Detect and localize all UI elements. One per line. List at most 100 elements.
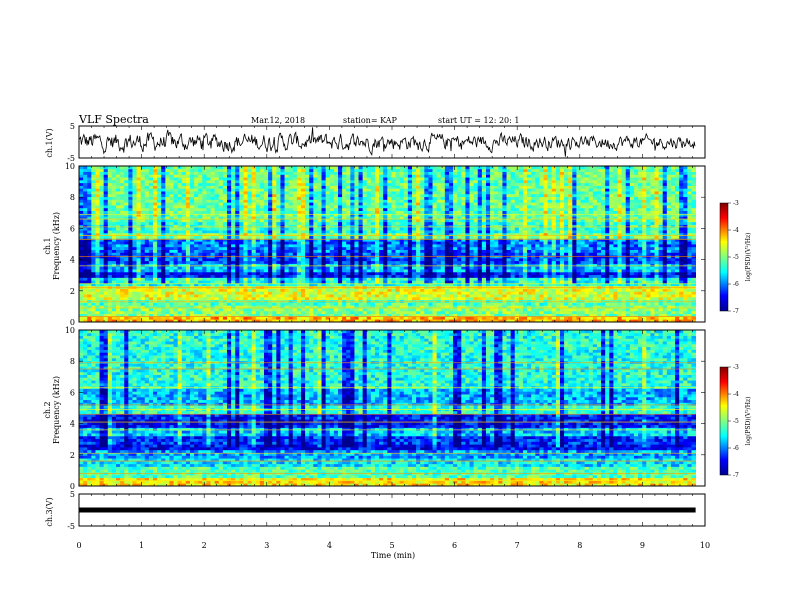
- ch1-spec-cell: [601, 297, 606, 300]
- ch1-spec-cell: [165, 297, 170, 300]
- ch1-spec-cell: [243, 289, 248, 292]
- ch1-spec-cell: [650, 294, 655, 297]
- ch1-spec-cell: [408, 303, 413, 306]
- ch1-spec-cell: [465, 303, 470, 306]
- ch1-spec-cell: [178, 277, 183, 280]
- ch1-spec-cell: [404, 294, 409, 297]
- ch1-spec-cell: [157, 311, 162, 314]
- ch1-spec-cell: [367, 289, 372, 292]
- ch1-spec-cell: [482, 300, 487, 303]
- ch1-spec-cell: [260, 308, 265, 311]
- ch1-spec-cell: [161, 297, 166, 300]
- ch1-spec-cell: [453, 277, 458, 280]
- ch1-spec-cell: [527, 311, 532, 314]
- ch1-spec-cell: [289, 277, 294, 280]
- ch1-spec-cell: [404, 300, 409, 303]
- ch1-spec-cell: [683, 289, 688, 292]
- ch1-spec-cell: [609, 308, 614, 311]
- ch1-spec-cell: [91, 280, 96, 283]
- ch1-spec-cell: [474, 308, 479, 311]
- ch1-spec-cell: [145, 289, 150, 292]
- ch1-spec-cell: [576, 289, 581, 292]
- ch1-spec-cell: [182, 308, 187, 311]
- ch1-spec-cell: [174, 303, 179, 306]
- ch1-spec-cell: [589, 291, 594, 294]
- ch1-spec-cell: [342, 297, 347, 300]
- ch1-spec-cell: [470, 311, 475, 314]
- ch1-spec-cell: [683, 300, 688, 303]
- ch1-spec-cell: [128, 297, 133, 300]
- ch1-spec-cell: [560, 297, 565, 300]
- ch1-spec-cell: [272, 303, 277, 306]
- ch1-spec-cell: [396, 311, 401, 314]
- ch1-spec-cell: [202, 277, 207, 280]
- ch1-spec-cell: [535, 294, 540, 297]
- ch1-spec-cell: [334, 280, 339, 283]
- ch1-spec-cell: [391, 297, 396, 300]
- ch1-spec-cell: [330, 294, 335, 297]
- ch1-spec-cell: [182, 277, 187, 280]
- ch1-spec-cell: [457, 277, 462, 280]
- ch1-spec-cell: [317, 303, 322, 306]
- ch1-spec-cell: [663, 291, 668, 294]
- ch1-spec-cell: [601, 311, 606, 314]
- ch1-spec-cell: [128, 280, 133, 283]
- ch1-spec-cell: [515, 294, 520, 297]
- ch1-spec-cell: [190, 311, 195, 314]
- ch1-spec-cell: [412, 311, 417, 314]
- ch1-spec-cell: [552, 291, 557, 294]
- ch1-spec-cell: [601, 280, 606, 283]
- ch1-spec-cell: [387, 303, 392, 306]
- ch1-spec-cell: [359, 303, 364, 306]
- ch1-spec-cell: [248, 297, 253, 300]
- ch1-spec-cell: [391, 311, 396, 314]
- ch1-spec-cell: [593, 297, 598, 300]
- ch1-spec-cell: [132, 303, 137, 306]
- ch1-spec-cell: [585, 297, 590, 300]
- ch1-spec-cell: [190, 297, 195, 300]
- ch1-spec-cell: [194, 308, 199, 311]
- ch1-spec-cell: [293, 289, 298, 292]
- ch1-spec-cell: [396, 280, 401, 283]
- ch1-spec-cell: [556, 280, 561, 283]
- ch1-spec-cell: [391, 294, 396, 297]
- ch1-spec-cell: [396, 289, 401, 292]
- ch1-spec-cell: [572, 291, 577, 294]
- ch1-spec-cell: [671, 311, 676, 314]
- ch1-spec-cell: [83, 280, 88, 283]
- ch1-spec-cell: [618, 303, 623, 306]
- ch1-spec-cell: [416, 291, 421, 294]
- ch1-spec-cell: [531, 297, 536, 300]
- ch1-spec-cell: [83, 294, 88, 297]
- ch1-spec-cell: [215, 294, 220, 297]
- ch1-spec-cell: [667, 291, 672, 294]
- ch1-spec-cell: [141, 300, 146, 303]
- ch1-spec-cell: [132, 289, 137, 292]
- ch1-spec-cell: [313, 294, 318, 297]
- ch1-spec-cell: [642, 280, 647, 283]
- ch1-spec-cell: [428, 297, 433, 300]
- ch1-spec-cell: [663, 294, 668, 297]
- ch1-spec-cell: [112, 289, 117, 292]
- ch1-spec-cell: [375, 297, 380, 300]
- ch1-spec-cell: [293, 303, 298, 306]
- ch1-spec-cell: [622, 294, 627, 297]
- ch1-spec-cell: [190, 291, 195, 294]
- ch1-spec-cell: [297, 294, 302, 297]
- ch1-spec-cell: [675, 289, 680, 292]
- ch1-spec-cell: [515, 280, 520, 283]
- ch1-spec-cell: [198, 297, 203, 300]
- ch1-spec-cell: [79, 277, 84, 280]
- ch1-spec-cell: [91, 308, 96, 311]
- ch1-spec-cell: [622, 308, 627, 311]
- ch1-spec-cell: [338, 303, 343, 306]
- ch1-spec-cell: [498, 291, 503, 294]
- ch1-spec-cell: [490, 308, 495, 311]
- ch1-spec-cell: [317, 300, 322, 303]
- ch1-spec-cell: [391, 308, 396, 311]
- ch1-spec-cell: [202, 289, 207, 292]
- ch1-spec-cell: [190, 289, 195, 292]
- ch1-spec-cell: [671, 280, 676, 283]
- ch1-spec-cell: [157, 303, 162, 306]
- ch1-spec-cell: [169, 291, 174, 294]
